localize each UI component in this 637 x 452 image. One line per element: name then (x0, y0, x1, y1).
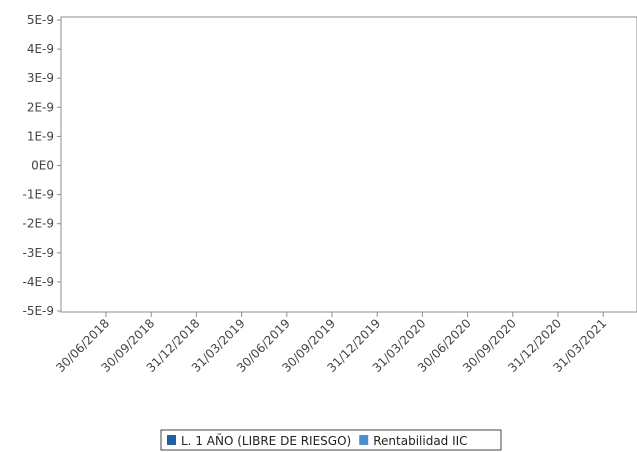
y-tick-label: 0E0 (31, 159, 54, 173)
y-tick-label: 1E-9 (27, 129, 54, 143)
legend-box (160, 429, 502, 451)
y-tick-label: -5E-9 (22, 304, 54, 318)
y-tick-label: -1E-9 (22, 188, 54, 202)
y-tick-label: -2E-9 (22, 217, 54, 231)
y-tick-label: 2E-9 (27, 100, 54, 114)
y-tick-label: -3E-9 (22, 246, 54, 260)
legend-label: Rentabilidad IIC (373, 434, 467, 448)
legend: L. 1 AÑO (LIBRE DE RIESGO) Rentabilidad I… (160, 429, 502, 451)
plot-area (60, 16, 637, 313)
x-axis: 30/06/201830/09/201831/12/201831/03/2019… (53, 312, 609, 375)
y-tick-label: 4E-9 (27, 42, 54, 56)
y-tick-label: 5E-9 (27, 13, 54, 27)
legend-swatch (167, 435, 176, 445)
legend-swatch (359, 435, 369, 445)
y-axis: 5E-9 4E-9 3E-9 2E-9 1E-9 0E0 -1E-9 -2E-9 -3E-9 -4… (22, 13, 61, 318)
y-tick-label: 3E-9 (27, 71, 54, 85)
legend-label: L. 1 AÑO (LIBRE DE RIESGO) (181, 433, 351, 448)
y-tick-label: -4E-9 (22, 275, 54, 289)
